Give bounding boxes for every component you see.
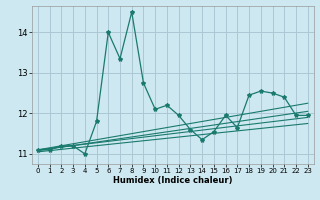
X-axis label: Humidex (Indice chaleur): Humidex (Indice chaleur) [113, 176, 233, 185]
